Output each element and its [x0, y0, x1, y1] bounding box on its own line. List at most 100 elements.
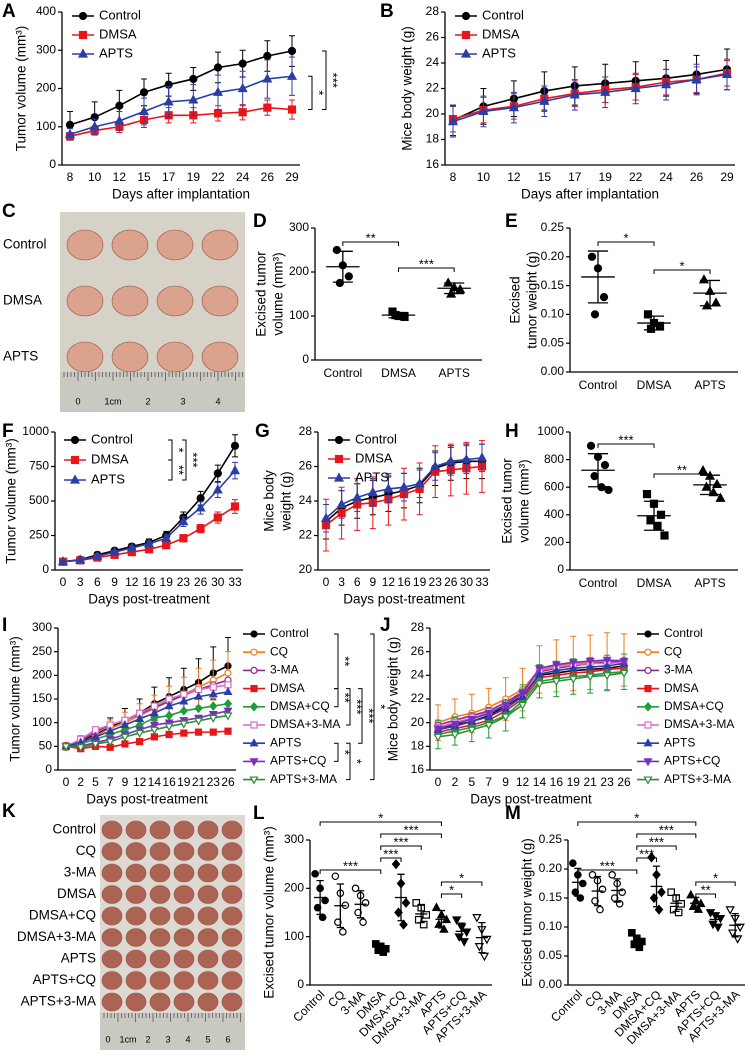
significance-bracket — [346, 688, 351, 726]
significance-label: *** — [639, 846, 654, 861]
row-label: Control — [3, 237, 47, 252]
tumor — [125, 949, 147, 969]
legend-marker — [250, 648, 258, 656]
significance-label: * — [713, 870, 718, 885]
data-point — [653, 521, 662, 530]
x-axis-label: Days after implantation — [521, 187, 659, 202]
x-tick-label: 26 — [261, 170, 275, 184]
tumor — [173, 842, 195, 861]
data-point — [422, 911, 431, 919]
data-point — [732, 935, 743, 944]
legend-label: DMSA — [99, 26, 137, 41]
significance-label: *** — [326, 73, 341, 88]
data-point — [600, 86, 611, 96]
ruler-label: 0 — [75, 396, 80, 406]
data-point — [610, 894, 619, 902]
legend-label: APTS — [664, 735, 695, 749]
significance-bracket — [358, 688, 363, 744]
data-point — [224, 727, 232, 735]
data-point — [121, 740, 129, 748]
x-tick-label: 0 — [60, 575, 67, 589]
data-point — [602, 656, 612, 665]
data-point — [501, 701, 511, 710]
data-point — [587, 252, 597, 261]
data-point — [57, 556, 69, 566]
data-point — [484, 710, 494, 719]
significance-label: ** — [366, 230, 376, 245]
data-point — [164, 723, 174, 732]
significance-label: ** — [338, 656, 353, 666]
x-tick-label: 19 — [160, 575, 174, 589]
data-point — [311, 870, 319, 878]
y-axis-label: Excised tumor — [254, 251, 269, 337]
x-tick-label: 8 — [67, 170, 74, 184]
x-tick-label: 26 — [617, 775, 631, 789]
ruler — [100, 1013, 245, 1050]
ruler-label: 1cm — [119, 1034, 136, 1044]
data-point — [286, 70, 298, 80]
legend-label: DMSA — [91, 451, 129, 466]
data-point — [433, 725, 443, 734]
y-tick-label: 18 — [411, 739, 425, 753]
sd-bar — [643, 315, 665, 331]
data-point — [196, 524, 205, 533]
x-tick-label: DMSA — [381, 366, 416, 380]
data-point — [208, 689, 218, 698]
tumor — [221, 949, 243, 969]
panel-label: J — [380, 615, 391, 636]
significance-bracket — [346, 742, 351, 781]
data-point — [691, 73, 702, 84]
y-tick-label: 0.00 — [541, 364, 565, 378]
data-point — [602, 660, 612, 670]
row-label: Control — [52, 822, 96, 837]
data-point — [229, 465, 241, 475]
y-tick-label: 100 — [36, 119, 56, 133]
data-point — [164, 701, 174, 710]
data-point — [213, 63, 223, 72]
significance-bracket — [636, 845, 677, 850]
x-tick-label: 12 — [382, 575, 396, 589]
sd-bar — [587, 453, 609, 488]
significance-bracket — [319, 821, 442, 826]
y-tick-label: 1000 — [537, 424, 564, 438]
data-point — [332, 245, 341, 255]
data-point — [209, 701, 218, 711]
legend-marker — [643, 776, 653, 785]
tumor — [197, 885, 219, 904]
legend-label: DMSA+CQ — [270, 699, 330, 713]
legend-label: Control — [355, 431, 397, 446]
data-point — [701, 300, 713, 310]
tumor — [125, 863, 147, 883]
tumor — [221, 842, 243, 861]
tumor — [66, 285, 104, 317]
tumor — [149, 885, 171, 904]
data-point — [287, 105, 297, 114]
y-axis-label: weight (g) — [279, 471, 294, 531]
y-tick-label: 400 — [36, 4, 56, 18]
legend-label: APTS — [355, 469, 389, 484]
data-point — [165, 695, 173, 703]
data-point — [263, 103, 272, 112]
y-tick-label: 300 — [32, 620, 52, 634]
y-tick-label: 22 — [299, 528, 313, 542]
data-point — [336, 498, 347, 509]
x-tick-label: 30 — [211, 575, 225, 589]
data-point — [383, 483, 394, 493]
data-point — [713, 923, 723, 933]
x-tick-label: 16 — [142, 575, 156, 589]
panel-label: E — [505, 211, 518, 232]
significance-bracket — [370, 633, 375, 781]
y-tick-label: 28 — [299, 424, 313, 438]
row-label: DMSA+CQ — [29, 908, 96, 923]
data-point — [586, 441, 596, 450]
x-tick-label: 17 — [162, 170, 176, 184]
data-point — [212, 86, 224, 96]
x-tick-label: 6 — [354, 575, 361, 589]
series-line — [69, 75, 293, 136]
significance-bracket — [695, 881, 736, 886]
data-point — [162, 541, 171, 550]
data-point — [518, 701, 528, 710]
legend-label: 3-MA — [270, 663, 299, 677]
y-tick-label: 300 — [289, 220, 309, 234]
significance-label: *** — [186, 452, 201, 467]
